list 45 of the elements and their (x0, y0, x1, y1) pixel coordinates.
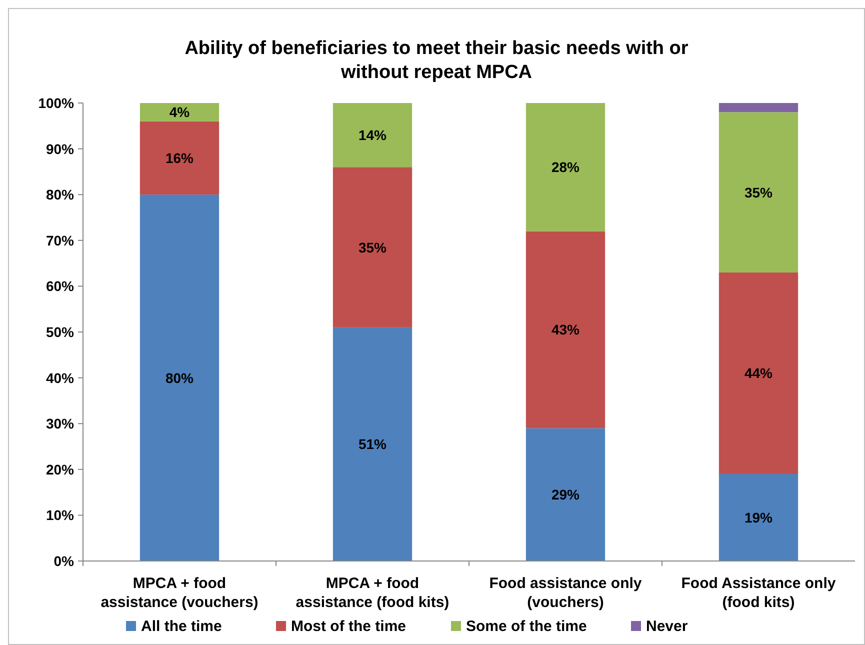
chart-title: Ability of beneficiaries to meet their basic needs with or without repeat MPCA (184, 38, 689, 83)
y-tick-label: 0% (54, 553, 75, 569)
data-label: 14% (358, 127, 388, 144)
bar (140, 121, 220, 195)
y-tick-label: 100% (38, 95, 75, 111)
bar (332, 103, 412, 168)
x-tick-label: Food Assistance only (food kits) (681, 575, 836, 611)
data-label: 4% (169, 104, 190, 120)
bar (526, 231, 606, 428)
bar (140, 103, 220, 122)
y-tick-label: 50% (46, 324, 75, 340)
bar (332, 167, 412, 328)
bar (140, 194, 220, 561)
bar (718, 474, 798, 561)
data-label: 19% (744, 509, 774, 526)
x-tick-label: MPCA + food assistance (food kits) (296, 575, 450, 611)
y-tick-label: 30% (46, 416, 75, 432)
bar (718, 103, 798, 112)
bar (332, 327, 412, 561)
legend-label: All the time (141, 618, 222, 635)
data-label: 35% (358, 239, 388, 256)
data-label: 28% (551, 159, 580, 176)
data-label: 80% (165, 370, 194, 386)
bar (526, 428, 606, 561)
y-tick-label: 70% (46, 232, 75, 248)
legend-label: Most of the time (291, 618, 406, 635)
x-tick-label: Food assistance only (vouchers) (489, 575, 642, 611)
data-label: 35% (744, 184, 774, 200)
data-label: 43% (551, 322, 580, 338)
y-tick-label: 20% (46, 461, 75, 478)
y-tick-label: 10% (46, 507, 75, 524)
bar (718, 112, 798, 272)
data-label: 29% (551, 486, 580, 503)
bar (526, 103, 606, 232)
data-label: 44% (744, 365, 774, 382)
bar (718, 272, 798, 474)
legend-label: Some of the time (466, 618, 587, 635)
y-tick-label: 80% (46, 186, 75, 203)
y-tick-label: 90% (46, 140, 75, 157)
data-label: 16% (165, 150, 194, 166)
legend-label: Never (646, 618, 688, 635)
y-tick-label: 60% (46, 278, 75, 294)
data-label: 51% (358, 436, 388, 452)
x-tick-label: MPCA + food assistance (vouchers) (100, 575, 258, 611)
y-tick-label: 40% (46, 370, 75, 386)
